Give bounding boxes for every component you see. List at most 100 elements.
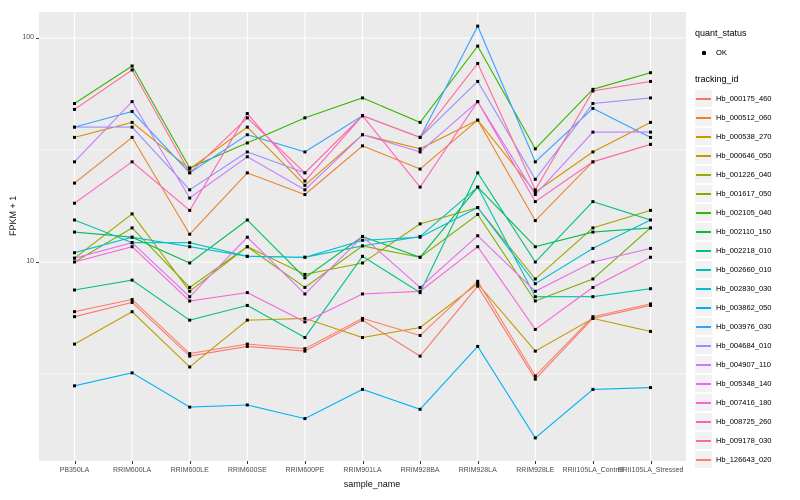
data-point: [533, 289, 537, 293]
line-key-icon: [695, 90, 712, 107]
data-point: [73, 342, 76, 346]
legend-item-label: Hb_126643_020: [716, 455, 772, 464]
data-point: [303, 150, 307, 154]
legend-tracking-id-title: tracking_id: [695, 74, 739, 84]
data-point: [361, 144, 364, 148]
data-point: [361, 387, 364, 391]
data-point: [361, 244, 364, 248]
data-point: [130, 109, 134, 113]
legend-item-label: Hb_001617_050: [716, 189, 772, 198]
data-point: [476, 171, 480, 175]
data-point: [591, 150, 595, 154]
data-point: [188, 196, 192, 200]
legend-item-Hb_008725_260: Hb_008725_260: [695, 412, 800, 431]
data-point: [533, 374, 537, 378]
data-point: [303, 116, 307, 120]
line-key-icon: [695, 147, 712, 164]
data-point: [188, 261, 192, 265]
data-point: [533, 436, 537, 440]
line-key-icon: [695, 375, 712, 392]
legend-quant-status-item: OK: [695, 43, 800, 62]
data-point: [73, 384, 76, 388]
legend-item-label: Hb_000512_060: [716, 113, 772, 122]
data-point: [303, 349, 307, 353]
x-tick-label: RRIM901LA: [343, 467, 382, 474]
data-point: [533, 327, 537, 331]
legend-item-Hb_001226_040: Hb_001226_040: [695, 165, 800, 184]
data-point: [245, 150, 249, 154]
plot-panel: [39, 12, 686, 466]
data-point: [361, 261, 364, 265]
line-key-icon: [695, 356, 712, 373]
data-point: [73, 310, 76, 314]
data-point: [418, 135, 422, 139]
data-point: [533, 160, 537, 164]
data-point: [130, 278, 134, 282]
data-point: [130, 125, 134, 129]
data-point: [361, 114, 364, 118]
data-point: [303, 193, 307, 197]
data-point: [591, 387, 595, 391]
data-point: [361, 336, 364, 340]
data-point: [245, 303, 249, 307]
data-point: [188, 295, 192, 299]
x-tick-label: RRIM600SE: [227, 467, 267, 474]
data-point: [130, 300, 134, 304]
data-point: [303, 292, 307, 296]
data-point: [649, 208, 652, 212]
x-tick-label: RRIM600PE: [285, 467, 325, 474]
legend-item-label: Hb_001226_040: [716, 170, 772, 179]
data-point: [533, 177, 537, 181]
legend-quant-status-title: quant_status: [695, 28, 747, 38]
data-point: [649, 135, 652, 139]
data-point: [649, 79, 652, 83]
data-point: [73, 102, 76, 106]
legend-item-label: Hb_005348_140: [716, 379, 772, 388]
data-point: [418, 150, 422, 154]
y-axis-title: FPKM + 1: [8, 195, 18, 236]
data-point: [130, 212, 134, 216]
data-point: [245, 116, 249, 120]
data-point: [188, 241, 192, 245]
line-key-icon: [695, 432, 712, 449]
data-point: [591, 315, 595, 319]
data-point: [418, 289, 422, 293]
line-key-icon: [695, 185, 712, 202]
data-point: [188, 188, 192, 192]
legend-item-Hb_009178_030: Hb_009178_030: [695, 431, 800, 450]
data-point: [188, 365, 192, 369]
data-point: [73, 125, 76, 129]
data-point: [476, 118, 480, 122]
x-tick-label: RRIM928LE: [516, 467, 555, 474]
line-key-icon: [695, 223, 712, 240]
data-point: [188, 318, 192, 322]
legend-item-Hb_002218_010: Hb_002218_010: [695, 241, 800, 260]
data-point: [130, 226, 134, 230]
data-point: [188, 352, 192, 356]
legend-item-Hb_004907_110: Hb_004907_110: [695, 355, 800, 374]
legend-item-Hb_007416_180: Hb_007416_180: [695, 393, 800, 412]
line-key-icon: [695, 318, 712, 335]
data-point: [533, 245, 537, 249]
x-tick-label: RRII105LA_Stressed: [617, 467, 684, 474]
data-point: [361, 238, 364, 242]
data-point: [188, 232, 192, 236]
legend-item-Hb_004684_010: Hb_004684_010: [695, 336, 800, 355]
data-point: [533, 260, 537, 264]
data-point: [649, 287, 652, 291]
data-point: [303, 336, 307, 340]
data-point: [533, 295, 537, 299]
data-point: [303, 255, 307, 259]
data-point: [73, 315, 76, 319]
data-point: [533, 282, 537, 286]
legend-item-Hb_002105_040: Hb_002105_040: [695, 203, 800, 222]
data-point: [649, 218, 652, 222]
line-key-icon: [695, 204, 712, 221]
data-point: [476, 282, 480, 286]
data-point: [591, 106, 595, 110]
data-point: [533, 299, 537, 303]
x-tick-label: RRII105LA_Control: [562, 467, 624, 474]
data-point: [245, 342, 249, 346]
data-point: [649, 386, 652, 390]
legend-item-label: Hb_002110_150: [716, 227, 771, 236]
